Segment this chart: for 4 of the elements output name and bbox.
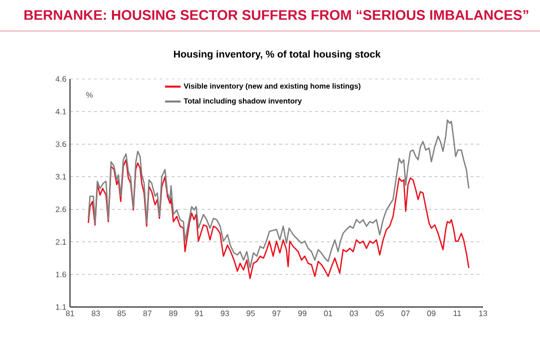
chart-title: BERNANKE: HOUSING SECTOR SUFFERS FROM “SERIOUS IMBALANCES” bbox=[24, 10, 528, 20]
chart-subtitle: Housing inventory, % of total housing stock bbox=[174, 50, 381, 60]
line-series bbox=[88, 159, 470, 279]
line-series bbox=[88, 119, 470, 269]
